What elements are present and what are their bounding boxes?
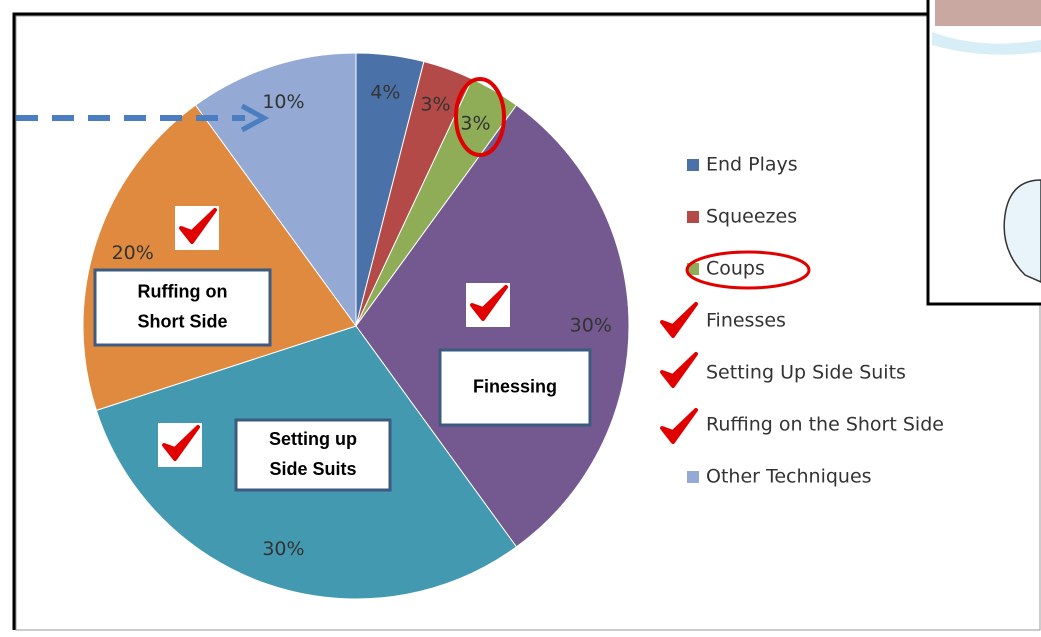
legend-swatch (687, 471, 699, 483)
annotation-text: Ruffing on (138, 281, 228, 301)
cartoon-fence (935, 0, 1041, 26)
chart: 4% 3% 3% 30% 30% 20% 10% End Plays Squeezes Coup… (0, 0, 1041, 633)
legend-label: Ruffing on the Short Side (706, 414, 944, 436)
value-label: 30% (262, 538, 304, 560)
value-label: 20% (112, 242, 154, 264)
annotation-text: Short Side (137, 311, 227, 331)
legend-label: Other Techniques (706, 466, 872, 488)
value-label: 4% (370, 82, 400, 104)
legend-label: Setting Up Side Suits (706, 362, 906, 384)
legend-label: Squeezes (706, 206, 797, 228)
legend-label: Finesses (706, 310, 786, 332)
annotation-text: Setting up (269, 429, 357, 449)
legend-label: Coups (706, 258, 765, 280)
legend-swatch (687, 159, 699, 171)
cartoon-frame (928, 0, 1041, 304)
value-label: 30% (570, 315, 612, 337)
annotation-text: Side Suits (269, 459, 356, 479)
value-label: 3% (420, 94, 450, 116)
annotation-text: Finessing (473, 376, 557, 396)
value-label: 10% (262, 91, 304, 113)
legend-swatch (687, 211, 699, 223)
legend-label: End Plays (706, 154, 798, 176)
value-label: 3% (460, 112, 490, 134)
